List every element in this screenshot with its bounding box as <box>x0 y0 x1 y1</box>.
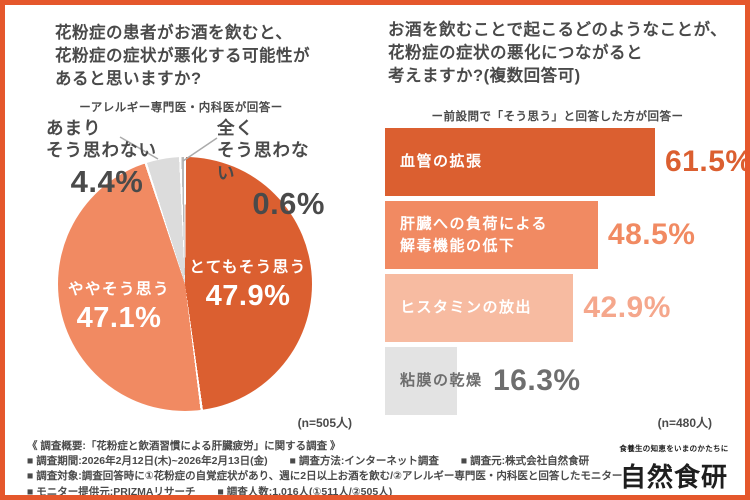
pie-sample-size: (n=505人) <box>297 416 352 430</box>
survey-detail-item: ■ 調査対象:調査回答時に①花粉症の自覚症状があり、週に2日以上お酒を飲む/②ア… <box>27 470 623 483</box>
survey-detail-item: ■ 調査人数:1,016人(①511人/②505人) <box>217 485 393 498</box>
bar-respondent-note: ー前設問で「そう思う」と回答した方が回答ー <box>431 111 684 123</box>
survey-detail-item: ■ 調査元:株式会社自然食研 <box>460 455 590 468</box>
bar-value: 48.5% <box>607 218 696 251</box>
bar-row: 粘膜の乾燥 16.3% <box>385 347 730 415</box>
bar-value: 61.5% <box>665 145 750 178</box>
pie-slice-value: 4.4% <box>70 163 144 199</box>
bar-label: 肝臓への負荷による 解毒機能の低下 <box>400 215 549 254</box>
bar-sample-size: (n=480人) <box>657 416 712 430</box>
survey-detail-rows: ■ 調査期間:2026年2月12日(木)~2026年2月13日(金) ■ 調査方法… <box>27 454 622 500</box>
survey-detail-item: ■ 調査方法:インターネット調査 <box>289 455 439 468</box>
leader-line-amari <box>119 136 159 160</box>
pie-slice-name: 全く そう思わない <box>217 118 310 183</box>
survey-detail-row: ■ 調査対象:調査回答時に①花粉症の自覚症状があり、週に2日以上お酒を飲む/②ア… <box>27 469 622 484</box>
brand-tagline: 食養生の知恵をいまのかたちに <box>619 444 729 453</box>
brand-logo: 食養生の知恵をいまのかたちに 自然食研 <box>618 443 730 494</box>
bar-label: 粘膜の乾燥 <box>400 372 483 390</box>
survey-detail-item: ■ モニター提供元:PRIZMAリサーチ <box>27 485 196 498</box>
pie-slice-label: ややそう思う 47.1% <box>68 277 170 335</box>
survey-details: 《 調査概要:「花粉症と飲酒習慣による肝臓疲労」に関する調査 》 ■ 調査期間:… <box>27 439 622 500</box>
pie-slice-name: とてもそう思う <box>189 259 307 276</box>
pie-slice-value: 47.1% <box>76 302 162 334</box>
bar-row: 肝臓への負荷による 解毒機能の低下 48.5% <box>385 201 730 269</box>
pie-slice-name: あまり そう思わない <box>46 118 157 161</box>
bar-question-title: お酒を飲むことで起こるどのようなことが、 花粉症の症状の悪化につながると 考えま… <box>388 21 728 85</box>
survey-detail-row: ■ モニター提供元:PRIZMAリサーチ ■ 調査人数:1,016人(①511人/… <box>27 485 622 500</box>
survey-overview: 《 調査概要:「花粉症と飲酒習慣による肝臓疲労」に関する調査 》 <box>27 440 341 452</box>
pie-chart <box>58 157 312 411</box>
bar-chart: 血管の拡張 61.5% 肝臓への負荷による 解毒機能の低下 48.5% ヒスタミンの放出… <box>385 128 750 420</box>
bar-fill <box>385 347 457 415</box>
bar-value: 16.3% <box>493 364 581 397</box>
pie-slice-label: あまり そう思わない 4.4% <box>46 117 196 200</box>
bar-label: ヒスタミンの放出 <box>400 299 533 317</box>
pie-slice-label: 全く そう思わない 0.6% <box>217 117 325 222</box>
pie-slice-value: 0.6% <box>252 186 325 222</box>
pie-slice-name: ややそう思う <box>67 281 171 298</box>
pie-slice-value: 47.9% <box>205 280 291 312</box>
bar-fill <box>385 201 598 269</box>
survey-detail-row: ■ 調査期間:2026年2月12日(木)~2026年2月13日(金) ■ 調査方法… <box>27 454 622 469</box>
bar-value: 42.9% <box>583 291 671 324</box>
pie-respondent-note: ーアレルギー専門医・内科医が回答ー <box>79 102 283 114</box>
pie-question-title: 花粉症の患者がお酒を飲むと、 花粉症の症状が悪化する可能性が あると思いますか? <box>55 24 310 88</box>
bar-row: 血管の拡張 61.5% <box>385 128 750 196</box>
survey-detail-item: ■ 調査期間:2026年2月12日(木)~2026年2月13日(金) <box>27 455 268 468</box>
bar-label: 血管の拡張 <box>400 153 483 171</box>
bar-row: ヒスタミンの放出 42.9% <box>385 274 730 342</box>
bar-fill <box>385 128 655 196</box>
pie-leader-lines <box>119 136 218 162</box>
bar-fill <box>385 274 574 342</box>
brand-name: 自然食研 <box>619 463 728 492</box>
leader-line-mattaku <box>182 137 218 162</box>
pie-slice-label: とてもそう思う 47.9% <box>189 255 306 313</box>
